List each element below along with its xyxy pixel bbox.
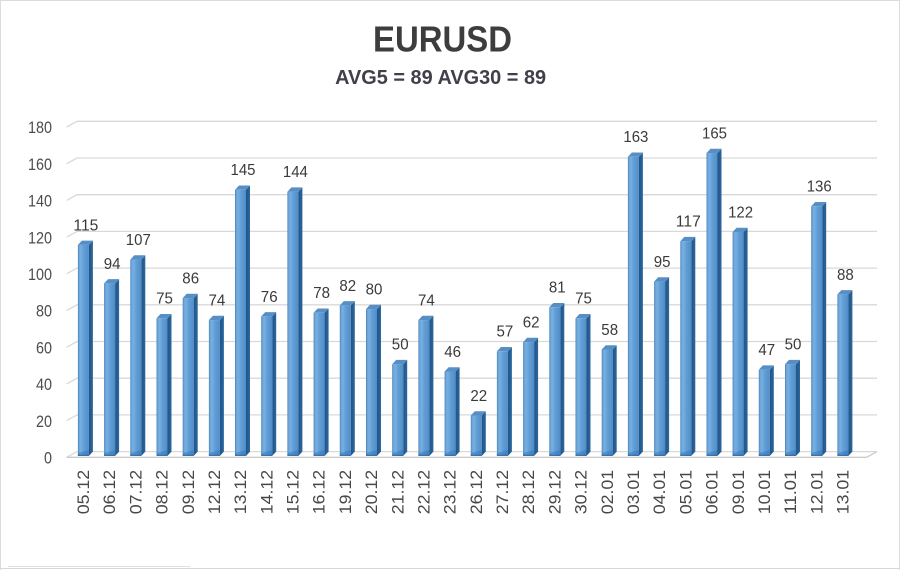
svg-text:180: 180 bbox=[28, 119, 52, 137]
svg-text:07.12: 07.12 bbox=[127, 470, 145, 515]
svg-text:12.01: 12.01 bbox=[808, 470, 826, 515]
svg-text:13.12: 13.12 bbox=[232, 470, 250, 515]
svg-text:06.01: 06.01 bbox=[704, 470, 722, 515]
svg-text:14.12: 14.12 bbox=[258, 470, 276, 515]
svg-text:05.12: 05.12 bbox=[75, 470, 93, 515]
svg-text:100: 100 bbox=[28, 266, 52, 284]
svg-text:58: 58 bbox=[601, 322, 618, 339]
svg-text:117: 117 bbox=[676, 214, 701, 231]
svg-text:28.12: 28.12 bbox=[520, 470, 538, 515]
svg-text:50: 50 bbox=[785, 337, 802, 354]
svg-text:20.12: 20.12 bbox=[363, 470, 381, 515]
svg-text:115: 115 bbox=[73, 217, 98, 234]
svg-text:47: 47 bbox=[758, 342, 775, 359]
svg-text:27.12: 27.12 bbox=[494, 470, 512, 515]
svg-text:60: 60 bbox=[36, 339, 52, 357]
svg-text:03.01: 03.01 bbox=[625, 470, 643, 515]
svg-text:19.12: 19.12 bbox=[337, 470, 355, 515]
svg-text:21.12: 21.12 bbox=[389, 470, 407, 515]
svg-text:165: 165 bbox=[702, 126, 727, 143]
svg-text:10.01: 10.01 bbox=[756, 470, 774, 515]
svg-text:09.01: 09.01 bbox=[730, 470, 748, 515]
svg-text:160: 160 bbox=[28, 156, 52, 174]
svg-text:16.12: 16.12 bbox=[311, 470, 329, 515]
svg-text:0: 0 bbox=[44, 450, 52, 468]
svg-text:82: 82 bbox=[339, 278, 356, 295]
svg-text:74: 74 bbox=[209, 293, 226, 310]
svg-text:122: 122 bbox=[728, 204, 753, 221]
svg-text:15.12: 15.12 bbox=[285, 470, 303, 515]
svg-text:95: 95 bbox=[654, 254, 671, 271]
svg-text:26.12: 26.12 bbox=[468, 470, 486, 515]
svg-text:145: 145 bbox=[231, 162, 256, 179]
svg-text:80: 80 bbox=[366, 282, 383, 299]
svg-text:75: 75 bbox=[156, 291, 173, 308]
svg-text:80: 80 bbox=[36, 303, 52, 321]
svg-text:136: 136 bbox=[807, 179, 832, 196]
svg-text:40: 40 bbox=[36, 376, 52, 394]
svg-text:76: 76 bbox=[261, 289, 278, 306]
svg-text:29.12: 29.12 bbox=[546, 470, 564, 515]
svg-text:30.12: 30.12 bbox=[573, 470, 591, 515]
svg-text:50: 50 bbox=[392, 337, 409, 354]
svg-text:05.01: 05.01 bbox=[677, 470, 695, 515]
svg-text:78: 78 bbox=[313, 285, 330, 302]
svg-text:46: 46 bbox=[444, 344, 461, 361]
svg-text:120: 120 bbox=[28, 229, 52, 247]
svg-text:13.01: 13.01 bbox=[835, 470, 853, 515]
svg-text:02.01: 02.01 bbox=[599, 470, 617, 515]
svg-text:22.12: 22.12 bbox=[416, 470, 434, 515]
svg-text:140: 140 bbox=[28, 193, 52, 211]
svg-text:22: 22 bbox=[470, 388, 487, 405]
svg-text:09.12: 09.12 bbox=[180, 470, 198, 515]
svg-text:23.12: 23.12 bbox=[442, 470, 460, 515]
svg-text:144: 144 bbox=[283, 164, 308, 181]
svg-text:04.01: 04.01 bbox=[651, 470, 669, 515]
svg-text:11.01: 11.01 bbox=[782, 470, 800, 515]
svg-text:163: 163 bbox=[623, 129, 648, 146]
svg-text:81: 81 bbox=[549, 280, 566, 297]
svg-text:94: 94 bbox=[104, 256, 121, 273]
svg-text:EURUSD: EURUSD bbox=[373, 19, 512, 60]
svg-text:86: 86 bbox=[182, 271, 199, 288]
svg-text:75: 75 bbox=[575, 291, 592, 308]
svg-text:12.12: 12.12 bbox=[206, 470, 224, 515]
svg-text:AVG5 = 89 AVG30 = 89: AVG5 = 89 AVG30 = 89 bbox=[335, 67, 546, 89]
svg-text:06.12: 06.12 bbox=[101, 470, 119, 515]
svg-text:107: 107 bbox=[126, 232, 151, 249]
svg-text:88: 88 bbox=[837, 267, 854, 284]
svg-text:62: 62 bbox=[523, 315, 540, 332]
svg-text:08.12: 08.12 bbox=[154, 470, 172, 515]
svg-text:57: 57 bbox=[497, 324, 514, 341]
svg-text:74: 74 bbox=[418, 293, 435, 310]
svg-text:20: 20 bbox=[36, 413, 52, 431]
